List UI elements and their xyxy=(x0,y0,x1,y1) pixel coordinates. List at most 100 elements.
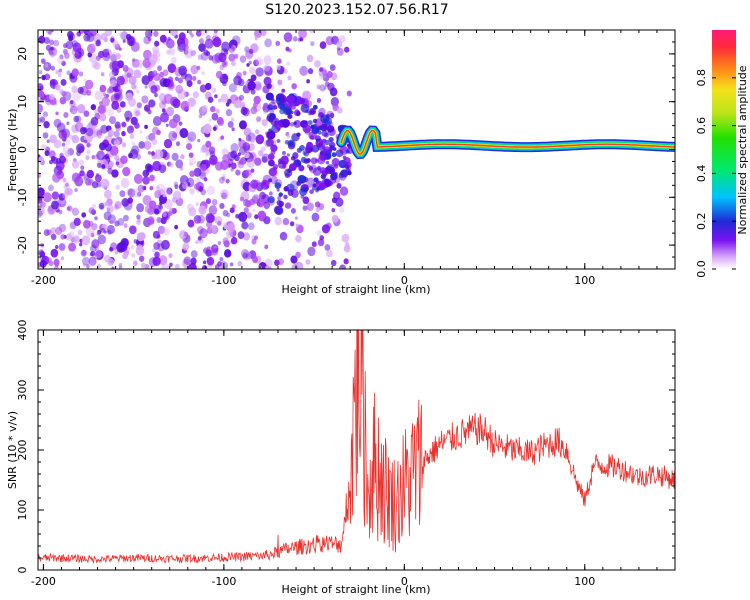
spectral-blob xyxy=(217,137,222,142)
spectral-blob xyxy=(85,155,90,161)
spectral-blob xyxy=(310,109,316,115)
spectral-blob xyxy=(310,41,315,47)
spectral-blob xyxy=(294,216,298,220)
spectral-blob xyxy=(42,111,49,118)
spectral-blob xyxy=(262,182,266,186)
spectral-blob xyxy=(270,175,278,185)
spectral-blob xyxy=(215,70,223,79)
spectral-blob xyxy=(276,64,281,71)
spectral-blob xyxy=(253,235,259,241)
spectral-blob xyxy=(213,124,219,130)
spectral-blob xyxy=(68,32,76,41)
spectral-blob xyxy=(169,30,179,37)
spectral-blob xyxy=(254,36,258,41)
spectral-blob xyxy=(44,150,50,157)
spectral-blob xyxy=(246,63,250,67)
spectral-blob xyxy=(245,200,252,208)
spectral-blob xyxy=(307,68,314,75)
spectral-blob xyxy=(284,202,292,209)
spectral-blob xyxy=(343,157,351,165)
spectral-blob xyxy=(101,164,106,169)
spectral-blob xyxy=(200,188,207,196)
spectral-blob xyxy=(274,120,283,130)
spectral-blob xyxy=(247,80,256,91)
spectral-blob xyxy=(242,232,251,241)
spectral-blob xyxy=(136,89,140,94)
spectral-blob xyxy=(161,239,170,250)
spectral-blob xyxy=(136,59,144,69)
spectral-blob xyxy=(163,186,172,196)
spectral-blob xyxy=(331,35,339,45)
spectral-blob xyxy=(331,207,336,213)
spectral-blob xyxy=(205,198,211,205)
spectral-blob xyxy=(315,207,320,213)
spectral-blob xyxy=(197,138,201,143)
spectral-blob xyxy=(77,229,83,236)
spectral-blob xyxy=(283,32,293,43)
spectral-blob xyxy=(250,43,259,53)
spectral-blob xyxy=(179,166,184,171)
spectral-blob xyxy=(97,104,106,114)
spectral-blob xyxy=(335,197,344,207)
spectral-blob xyxy=(40,58,46,64)
spectral-blob xyxy=(237,152,241,156)
spectrogram-x-ticks: -200 -100 0 100 xyxy=(31,30,676,287)
spectral-blob xyxy=(111,266,115,269)
spectral-blob xyxy=(300,156,307,163)
spectral-blob xyxy=(159,71,165,78)
spectral-blob xyxy=(85,123,93,132)
spectral-blob xyxy=(175,141,181,147)
spectral-blob xyxy=(317,130,322,135)
spectral-blob xyxy=(299,65,309,76)
spectral-blob xyxy=(175,84,184,94)
spectral-blob xyxy=(263,55,272,65)
spectral-blob xyxy=(198,205,207,215)
spectral-blob xyxy=(246,169,252,176)
spectral-blob xyxy=(208,55,214,61)
spectral-blob xyxy=(186,143,193,151)
spectral-blob xyxy=(319,41,327,50)
spectral-blob xyxy=(188,30,193,35)
spectral-blob xyxy=(210,224,218,233)
spectral-blob xyxy=(166,49,171,55)
spectral-blob xyxy=(296,110,301,117)
spectral-blob xyxy=(255,67,264,77)
spectral-blob xyxy=(160,112,169,123)
spectral-blob xyxy=(323,178,331,186)
spectral-blob xyxy=(209,154,218,165)
spectral-blob xyxy=(211,112,219,121)
spectral-blob xyxy=(316,230,322,237)
spectral-blob xyxy=(330,259,337,267)
spectral-blob xyxy=(154,149,164,160)
spectral-blob xyxy=(336,182,342,189)
spectral-blob xyxy=(99,84,107,93)
spectral-blob xyxy=(208,146,216,154)
spectral-blob xyxy=(198,114,203,119)
spectral-blob xyxy=(219,202,225,210)
spectral-blob xyxy=(291,83,297,90)
spectral-blob xyxy=(96,231,101,236)
spectral-blob xyxy=(88,220,94,227)
spectral-blob xyxy=(136,219,141,225)
spectrogram-x-axis-label: Height of straight line (km) xyxy=(281,283,430,296)
spectral-blob xyxy=(46,257,52,264)
spectrogram-y-tick-label: -20 xyxy=(16,236,29,254)
spectral-blob xyxy=(115,87,119,92)
spectral-blob xyxy=(74,187,78,193)
spectral-blob xyxy=(169,162,174,168)
snr-x-axis-label: Height of straight line (km) xyxy=(281,583,430,596)
spectral-blob xyxy=(48,46,58,57)
spectral-blob xyxy=(287,75,292,81)
spectral-blob xyxy=(120,177,130,188)
spectral-blob xyxy=(49,93,55,101)
spectral-blob xyxy=(152,256,161,267)
spectral-blob xyxy=(116,242,126,253)
spectral-blob xyxy=(38,70,43,75)
spectral-blob xyxy=(278,94,287,104)
spectral-blob xyxy=(286,134,291,139)
spectral-blob xyxy=(194,183,200,190)
spectral-blob xyxy=(249,66,256,74)
spectral-blob xyxy=(230,162,237,170)
spectral-blob xyxy=(121,131,126,137)
spectral-blob xyxy=(265,138,274,147)
